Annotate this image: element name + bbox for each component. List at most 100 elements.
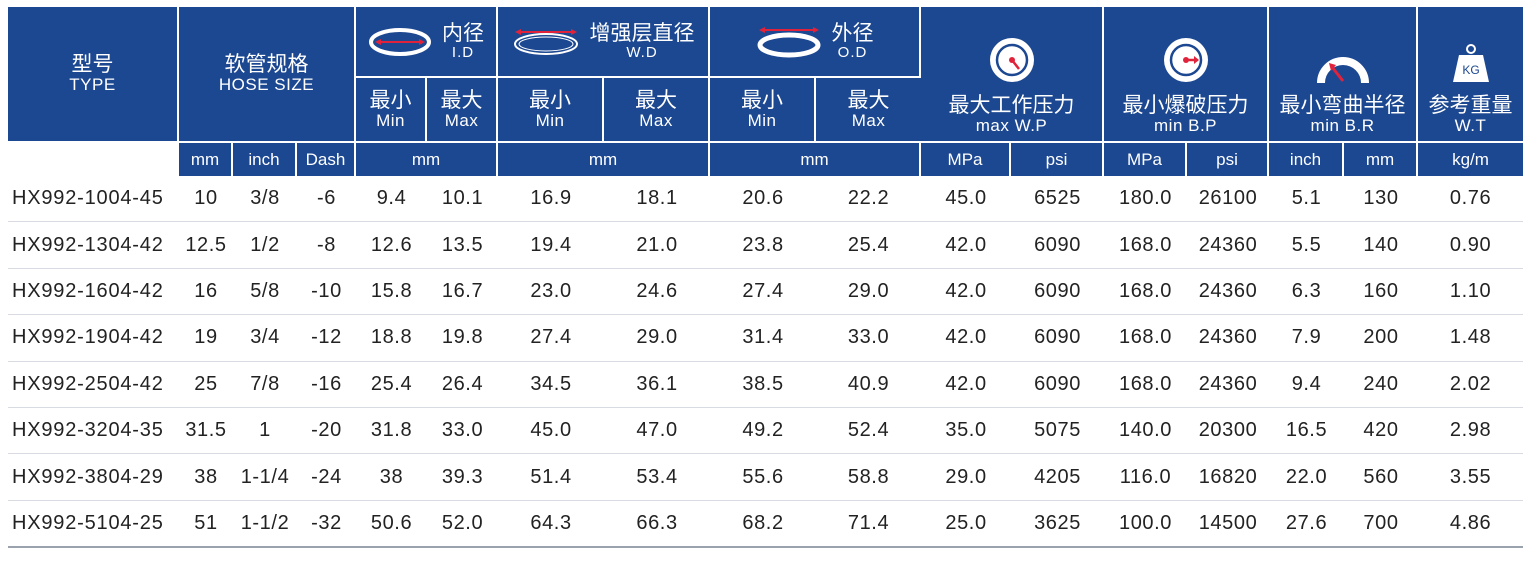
value-cell: 51	[179, 501, 233, 549]
value-cell: 50.6	[356, 501, 428, 549]
value-cell: 34.5	[498, 362, 605, 408]
value-cell: 24360	[1187, 315, 1270, 362]
value-cell: 42.0	[921, 315, 1012, 362]
value-cell: 39.3	[427, 454, 499, 501]
value-cell: 51.4	[498, 454, 605, 501]
spec-table-container: 型号 TYPE 软管规格 HOSE SIZE	[8, 7, 1524, 549]
value-cell: 24360	[1187, 269, 1270, 316]
value-cell: 6090	[1011, 222, 1105, 269]
br-en-label: min B.R	[1310, 116, 1375, 136]
value-cell: 2.98	[1418, 408, 1524, 455]
id-min-cn: 最小	[369, 88, 412, 112]
value-cell: 33.0	[427, 408, 499, 455]
burst-gauge-icon	[1163, 38, 1208, 83]
value-cell: 66.3	[604, 501, 711, 549]
value-cell: 18.8	[356, 315, 428, 362]
value-cell: 23.8	[710, 222, 817, 269]
value-cell: 6090	[1011, 315, 1105, 362]
col-hose-size-header: 软管规格 HOSE SIZE	[179, 7, 357, 143]
value-cell: 21.0	[604, 222, 711, 269]
wd-cn-label: 增强层直径	[589, 21, 695, 45]
value-cell: 1-1/4	[233, 454, 297, 501]
value-cell: 6525	[1011, 176, 1105, 223]
type-cell: HX992-3804-29	[8, 454, 179, 501]
value-cell: 4205	[1011, 454, 1105, 501]
wd-en-label: W.D	[626, 43, 658, 61]
wd-min-cn: 最小	[529, 88, 572, 112]
value-cell: 180.0	[1104, 176, 1188, 223]
unit-mm-hose: mm	[179, 143, 233, 176]
value-cell: 33.0	[816, 315, 922, 362]
unit-id: mm	[356, 143, 499, 176]
value-cell: 14500	[1187, 501, 1270, 549]
value-cell: -20	[297, 408, 357, 455]
value-cell: 12.5	[179, 222, 233, 269]
wd-max-cn: 最大	[635, 88, 678, 112]
table-row: HX992-5104-25 51 1-1/2 -32 50.6 52.0 64.3 66.3 6…	[8, 501, 1524, 549]
value-cell: 20.6	[710, 176, 817, 223]
col-bp-header: 最小爆破压力 min B.P	[1104, 7, 1270, 143]
value-cell: 420	[1344, 408, 1419, 455]
unit-wp-psi: psi	[1011, 143, 1105, 176]
table-header: 型号 TYPE 软管规格 HOSE SIZE	[8, 7, 1524, 176]
unit-bp-mpa: MPa	[1104, 143, 1188, 176]
value-cell: 47.0	[604, 408, 711, 455]
value-cell: 16	[179, 269, 233, 316]
value-cell: 42.0	[921, 222, 1012, 269]
value-cell: 10.1	[427, 176, 499, 223]
value-cell: 116.0	[1104, 454, 1188, 501]
value-cell: 3/8	[233, 176, 297, 223]
table-row: HX992-1604-42 16 5/8 -10 15.8 16.7 23.0 24.6 27.…	[8, 269, 1524, 316]
value-cell: 45.0	[498, 408, 605, 455]
value-cell: 20300	[1187, 408, 1270, 455]
value-cell: 24360	[1187, 222, 1270, 269]
value-cell: 16.5	[1269, 408, 1345, 455]
od-min-header: 最小 Min	[710, 78, 817, 143]
value-cell: -8	[297, 222, 357, 269]
hose-size-cn-label: 软管规格	[224, 53, 309, 77]
unit-od: mm	[710, 143, 922, 176]
value-cell: 29.0	[921, 454, 1012, 501]
wd-min-header: 最小 Min	[498, 78, 605, 143]
col-type-header: 型号 TYPE	[8, 7, 179, 143]
value-cell: 700	[1344, 501, 1419, 549]
id-max-header: 最大 Max	[427, 78, 499, 143]
value-cell: 58.8	[816, 454, 922, 501]
value-cell: 26100	[1187, 176, 1270, 223]
value-cell: 5075	[1011, 408, 1105, 455]
value-cell: 168.0	[1104, 362, 1188, 408]
value-cell: 140.0	[1104, 408, 1188, 455]
value-cell: 9.4	[1269, 362, 1345, 408]
value-cell: 1.10	[1418, 269, 1524, 316]
value-cell: 130	[1344, 176, 1419, 223]
bp-en-label: min B.P	[1154, 116, 1218, 136]
col-br-header: 最小弯曲半径 min B.R	[1269, 7, 1419, 143]
value-cell: -32	[297, 501, 357, 549]
od-min-cn: 最小	[741, 88, 784, 112]
value-cell: 140	[1344, 222, 1419, 269]
value-cell: 25.4	[356, 362, 428, 408]
value-cell: 31.5	[179, 408, 233, 455]
col-od-header: 外径 O.D	[710, 7, 922, 78]
value-cell: 27.4	[710, 269, 817, 316]
value-cell: 24360	[1187, 362, 1270, 408]
value-cell: -24	[297, 454, 357, 501]
weight-icon: KG	[1452, 44, 1489, 83]
table-row: HX992-1304-42 12.5 1/2 -8 12.6 13.5 19.4 21.0 23…	[8, 222, 1524, 269]
value-cell: 9.4	[356, 176, 428, 223]
value-cell: -16	[297, 362, 357, 408]
value-cell: 29.0	[816, 269, 922, 316]
type-cell: HX992-3204-35	[8, 408, 179, 455]
value-cell: 25.4	[816, 222, 922, 269]
value-cell: -6	[297, 176, 357, 223]
value-cell: 42.0	[921, 269, 1012, 316]
value-cell: 31.4	[710, 315, 817, 362]
table-row: HX992-2504-42 25 7/8 -16 25.4 26.4 34.5 36.1 38.…	[8, 362, 1524, 408]
value-cell: 4.86	[1418, 501, 1524, 549]
type-unit-spacer	[8, 143, 179, 176]
value-cell: 19.8	[427, 315, 499, 362]
value-cell: 12.6	[356, 222, 428, 269]
value-cell: 240	[1344, 362, 1419, 408]
value-cell: 26.4	[427, 362, 499, 408]
type-en-label: TYPE	[69, 75, 116, 95]
